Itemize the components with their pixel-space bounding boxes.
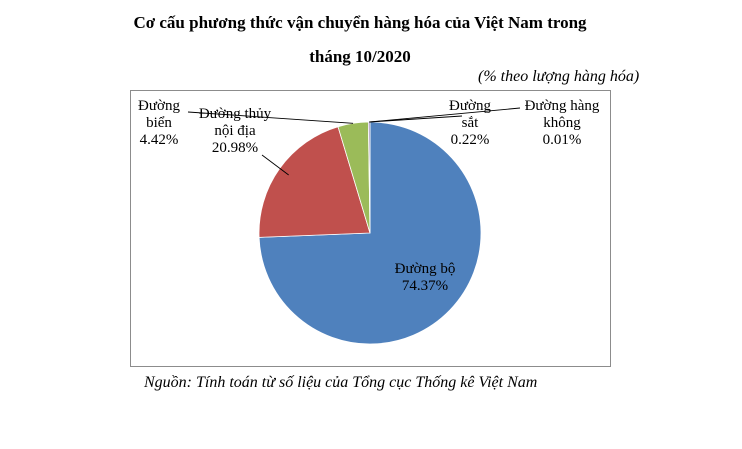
label-air-value: 0.01% xyxy=(542,132,582,148)
label-inland-waterway-value: 20.98% xyxy=(211,140,259,156)
chart-title: Cơ cấu phương thức vận chuyển hàng hóa c… xyxy=(110,6,610,74)
leader-air xyxy=(369,107,521,123)
label-inland-waterway-name-2: nội địa xyxy=(214,123,256,139)
label-sea-value: 4.42% xyxy=(139,132,179,148)
label-sea-name-2: biển xyxy=(146,115,172,131)
label-rail: Đường sắt 0.22% xyxy=(438,98,502,149)
chart-title-line-1: Cơ cấu phương thức vận chuyển hàng hóa c… xyxy=(133,13,587,32)
label-road-name: Đường bộ xyxy=(394,261,456,277)
label-rail-value: 0.22% xyxy=(450,132,490,148)
source-note: Nguồn: Tính toán từ số liệu của Tổng cục… xyxy=(144,374,538,391)
label-rail-name-2: sắt xyxy=(461,115,479,131)
unit-note: (% theo lượng hàng hóa) xyxy=(478,68,640,85)
chart-title-line-2: tháng 10/2020 xyxy=(309,47,411,66)
label-air-name-2: không xyxy=(543,115,581,131)
label-sea-name-1: Đường xyxy=(138,98,180,114)
label-inland-waterway-name-1: Đường thủy xyxy=(198,106,272,122)
label-road: Đường bộ 74.37% xyxy=(380,261,470,295)
leader-inland-waterway xyxy=(261,154,289,176)
label-inland-waterway: Đường thủy nội địa 20.98% xyxy=(180,106,290,157)
label-sea: Đường biển 4.42% xyxy=(130,98,188,149)
chart-frame xyxy=(130,90,611,367)
leader-sea xyxy=(187,111,354,124)
label-air: Đường hàng không 0.01% xyxy=(512,98,612,149)
label-road-value: 74.37% xyxy=(401,278,449,294)
label-air-name-1: Đường hàng xyxy=(524,98,600,114)
label-rail-name-1: Đường xyxy=(449,98,491,114)
